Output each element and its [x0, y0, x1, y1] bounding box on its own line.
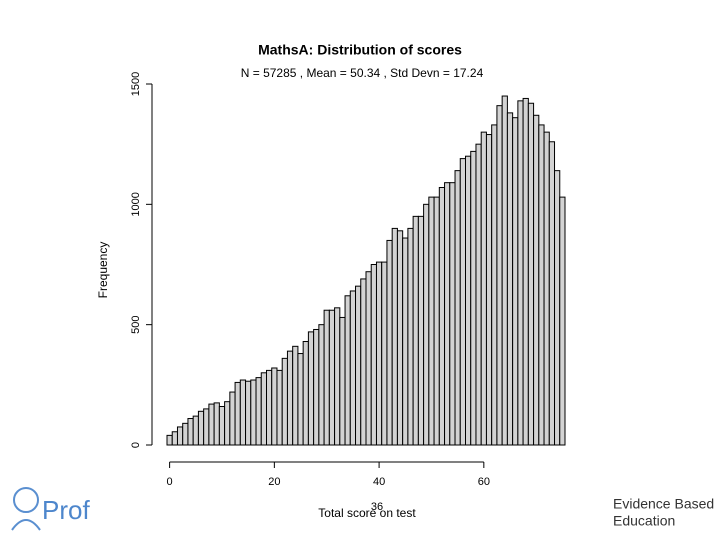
- bar: [512, 117, 519, 446]
- bar: [438, 186, 446, 446]
- bar: [538, 124, 545, 446]
- bar: [391, 227, 398, 446]
- bar: [496, 105, 503, 446]
- bar: [266, 369, 273, 446]
- y-tick-label: 1500: [130, 72, 142, 96]
- bar: [527, 102, 535, 446]
- bar: [323, 309, 330, 446]
- bar: [229, 391, 236, 446]
- bar: [459, 158, 466, 446]
- bar: [344, 295, 351, 446]
- bar: [444, 182, 451, 446]
- logo-text: Prof: [42, 495, 90, 525]
- bar: [328, 309, 336, 446]
- bar: [365, 271, 372, 446]
- bar: [381, 261, 388, 446]
- bar: [349, 290, 357, 446]
- bar: [543, 131, 550, 446]
- bar: [208, 403, 215, 446]
- bar: [396, 230, 404, 446]
- bar: [260, 372, 267, 446]
- bar: [465, 155, 472, 446]
- y-tick-label: 0: [130, 442, 142, 448]
- x-tick-label: 60: [478, 476, 490, 488]
- logo-right: Education: [613, 513, 675, 529]
- bar: [197, 410, 205, 446]
- bar: [187, 418, 194, 446]
- bar: [517, 100, 524, 446]
- bar: [355, 285, 362, 446]
- bar: [533, 114, 540, 446]
- bar: [218, 405, 226, 446]
- bar: [433, 196, 440, 446]
- bar: [522, 97, 529, 446]
- bar: [548, 141, 556, 446]
- bar: [171, 431, 178, 446]
- bar: [402, 237, 409, 446]
- page-number: 36: [371, 501, 383, 513]
- bar: [176, 426, 184, 446]
- bar: [506, 112, 514, 446]
- bar: [318, 324, 325, 446]
- bar: [302, 341, 309, 446]
- bar: [491, 124, 498, 446]
- bar: [407, 227, 414, 446]
- chart-title: MathsA: Distribution of scores: [258, 42, 462, 58]
- bar: [166, 434, 173, 446]
- bar: [501, 95, 508, 446]
- bar: [276, 369, 283, 446]
- bar: [449, 182, 456, 446]
- bar: [182, 422, 189, 446]
- bar: [224, 401, 231, 446]
- bar: [339, 316, 346, 446]
- bar: [375, 261, 383, 446]
- y-tick-label: 1000: [130, 192, 142, 216]
- logo-icon: [11, 519, 41, 531]
- x-tick-label: 40: [373, 476, 385, 488]
- bar: [255, 377, 262, 446]
- x-tick-label: 0: [167, 476, 173, 488]
- bar: [360, 278, 367, 446]
- bar: [192, 415, 199, 446]
- bar: [559, 196, 566, 446]
- logo-icon: [13, 487, 39, 513]
- bar: [370, 264, 377, 446]
- bar: [485, 134, 493, 446]
- bar: [480, 131, 487, 446]
- bar: [454, 170, 461, 446]
- bar: [307, 331, 315, 446]
- bar: [423, 203, 430, 446]
- bar: [245, 380, 252, 446]
- bar: [286, 350, 294, 446]
- bar: [239, 379, 247, 446]
- y-tick-label: 500: [130, 315, 142, 333]
- logo-left: Prof: [11, 487, 90, 531]
- bar: [213, 402, 220, 446]
- y-axis-label: Frequency: [96, 242, 110, 299]
- bar: [554, 170, 561, 446]
- bar: [412, 215, 419, 446]
- x-axis-label: Total score on test: [318, 506, 416, 520]
- bar: [297, 353, 304, 446]
- x-tick-label: 20: [268, 476, 280, 488]
- bar: [470, 150, 477, 446]
- bar: [234, 381, 241, 446]
- bar: [292, 345, 299, 446]
- chart-subtitle: N = 57285 , Mean = 50.34 , Std Devn = 17…: [241, 66, 484, 80]
- bar: [203, 408, 210, 446]
- bar: [417, 215, 425, 446]
- bar: [250, 379, 257, 446]
- bar: [271, 367, 278, 446]
- bar: [428, 196, 435, 446]
- bar: [313, 328, 320, 446]
- logo-right: Evidence Based: [613, 496, 714, 512]
- bar: [334, 307, 341, 446]
- bar: [475, 143, 482, 446]
- bar: [386, 239, 393, 446]
- bar: [281, 357, 288, 446]
